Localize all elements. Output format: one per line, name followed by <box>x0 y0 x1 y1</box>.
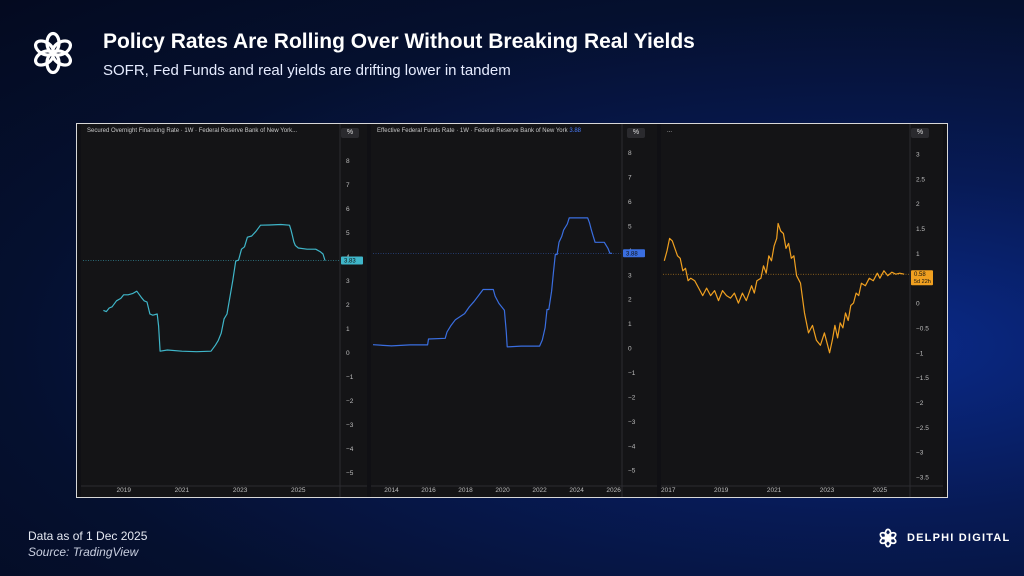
y-tick-label: −5 <box>628 468 636 475</box>
y-tick-label: 0 <box>916 301 920 308</box>
page-title: Policy Rates Are Rolling Over Without Br… <box>103 30 695 53</box>
y-tick-label: 1 <box>346 326 350 333</box>
x-tick-label: 2025 <box>291 487 306 494</box>
y-tick-label: −1 <box>346 374 354 381</box>
x-tick-label: 2018 <box>458 487 473 494</box>
y-tick-label: 3 <box>346 278 350 285</box>
y-tick-label: 0 <box>628 346 632 353</box>
y-tick-label: 0 <box>346 350 350 357</box>
x-tick-label: 2016 <box>421 487 436 494</box>
y-tick-label: −1.5 <box>916 375 929 382</box>
y-tick-label: 6 <box>346 206 350 213</box>
y-tick-label: 1 <box>916 251 920 258</box>
x-tick-label: 2021 <box>767 487 782 494</box>
y-tick-label: −3 <box>628 419 636 426</box>
x-tick-label: 2014 <box>384 487 399 494</box>
data-date-note: Data as of 1 Dec 2025 <box>28 529 148 543</box>
x-tick-label: 2019 <box>714 487 729 494</box>
y-tick-label: 3 <box>916 151 920 158</box>
y-tick-label: −1 <box>628 370 636 377</box>
y-tick-label: 6 <box>628 199 632 206</box>
last-value-badge <box>341 256 363 265</box>
y-tick-label: −2 <box>346 398 354 405</box>
y-tick-label: −3.5 <box>916 475 929 482</box>
x-tick-label: 2023 <box>233 487 248 494</box>
sofr-chart-title: Secured Overnight Financing Rate · 1W · … <box>87 128 298 134</box>
y-tick-label: −0.5 <box>916 325 929 332</box>
y-tick-label: 8 <box>346 158 350 165</box>
brand-mark: DELPHI DIGITAL <box>877 526 1010 550</box>
fed-funds-title-value: 3.88 <box>569 128 581 134</box>
last-value-label: 0.58 <box>914 272 926 278</box>
charts-frame: 876543210−1−2−3−4−520192021202320253.83 … <box>76 123 948 498</box>
last-value-label: 3.83 <box>344 258 356 264</box>
y-tick-label: −2.5 <box>916 425 929 432</box>
y-tick-label: 3 <box>628 272 632 279</box>
fed-funds-chart-panel: 876543210−1−2−3−4−5201420162018202020222… <box>371 124 657 497</box>
y-tick-label: 8 <box>628 150 632 157</box>
y-tick-label: 2 <box>916 201 920 208</box>
y-tick-label: −3 <box>916 450 924 457</box>
real-yield-chart: 32.521.510.50−0.5−1−1.5−2−2.5−3−3.520172… <box>661 124 943 497</box>
x-tick-label: 2025 <box>873 487 888 494</box>
y-tick-label: −3 <box>346 422 354 429</box>
real-yield-chart-panel: 32.521.510.50−0.5−1−1.5−2−2.5−3−3.520172… <box>661 124 943 497</box>
y-tick-label: 7 <box>346 182 350 189</box>
x-tick-label: 2021 <box>175 487 190 494</box>
last-value-sublabel: 5d 22h <box>914 279 931 285</box>
x-tick-label: 2022 <box>532 487 547 494</box>
x-tick-label: 2024 <box>569 487 584 494</box>
x-tick-label: 2019 <box>116 487 131 494</box>
y-tick-label: 2 <box>628 297 632 304</box>
y-tick-label: 1 <box>628 321 632 328</box>
real-yield-unit-toggle[interactable]: % <box>911 128 929 138</box>
y-tick-label: −5 <box>346 470 354 477</box>
fed-funds-chart-title: Effective Federal Funds Rate · 1W · Fede… <box>377 128 581 134</box>
delphi-logo-icon <box>33 31 73 75</box>
delphi-brand-icon <box>879 528 897 548</box>
series-line <box>372 217 613 348</box>
real-yield-chart-title: ... <box>667 128 673 134</box>
y-tick-label: −1 <box>916 350 924 357</box>
last-value-badge <box>911 270 933 286</box>
x-tick-label: 2020 <box>495 487 510 494</box>
x-tick-label: 2023 <box>820 487 835 494</box>
x-tick-label: 2017 <box>661 487 676 494</box>
page-subtitle: SOFR, Fed Funds and real yields are drif… <box>103 62 511 79</box>
sofr-unit-toggle[interactable]: % <box>341 128 359 138</box>
last-value-label: 3.88 <box>626 251 638 257</box>
series-line <box>663 222 905 354</box>
fed-funds-unit-toggle[interactable]: % <box>627 128 645 138</box>
x-tick-label: 2026 <box>606 487 621 494</box>
brand-name: DELPHI DIGITAL <box>907 532 1011 544</box>
y-tick-label: 1.5 <box>916 226 925 233</box>
y-tick-label: −4 <box>628 443 636 450</box>
y-tick-label: 5 <box>628 223 632 230</box>
y-tick-label: −4 <box>346 446 354 453</box>
y-tick-label: 2.5 <box>916 176 925 183</box>
y-tick-label: 7 <box>628 175 632 182</box>
y-tick-label: 5 <box>346 230 350 237</box>
source-note: Source: TradingView <box>28 545 139 559</box>
series-line <box>103 223 326 353</box>
y-tick-label: −2 <box>628 394 636 401</box>
fed-funds-chart: 876543210−1−2−3−4−5201420162018202020222… <box>371 124 657 497</box>
y-tick-label: −2 <box>916 400 924 407</box>
sofr-chart-panel: 876543210−1−2−3−4−520192021202320253.83 … <box>81 124 367 497</box>
last-value-badge <box>623 249 645 258</box>
fed-funds-title-text: Effective Federal Funds Rate · 1W · Fede… <box>377 128 568 134</box>
y-tick-label: 2 <box>346 302 350 309</box>
